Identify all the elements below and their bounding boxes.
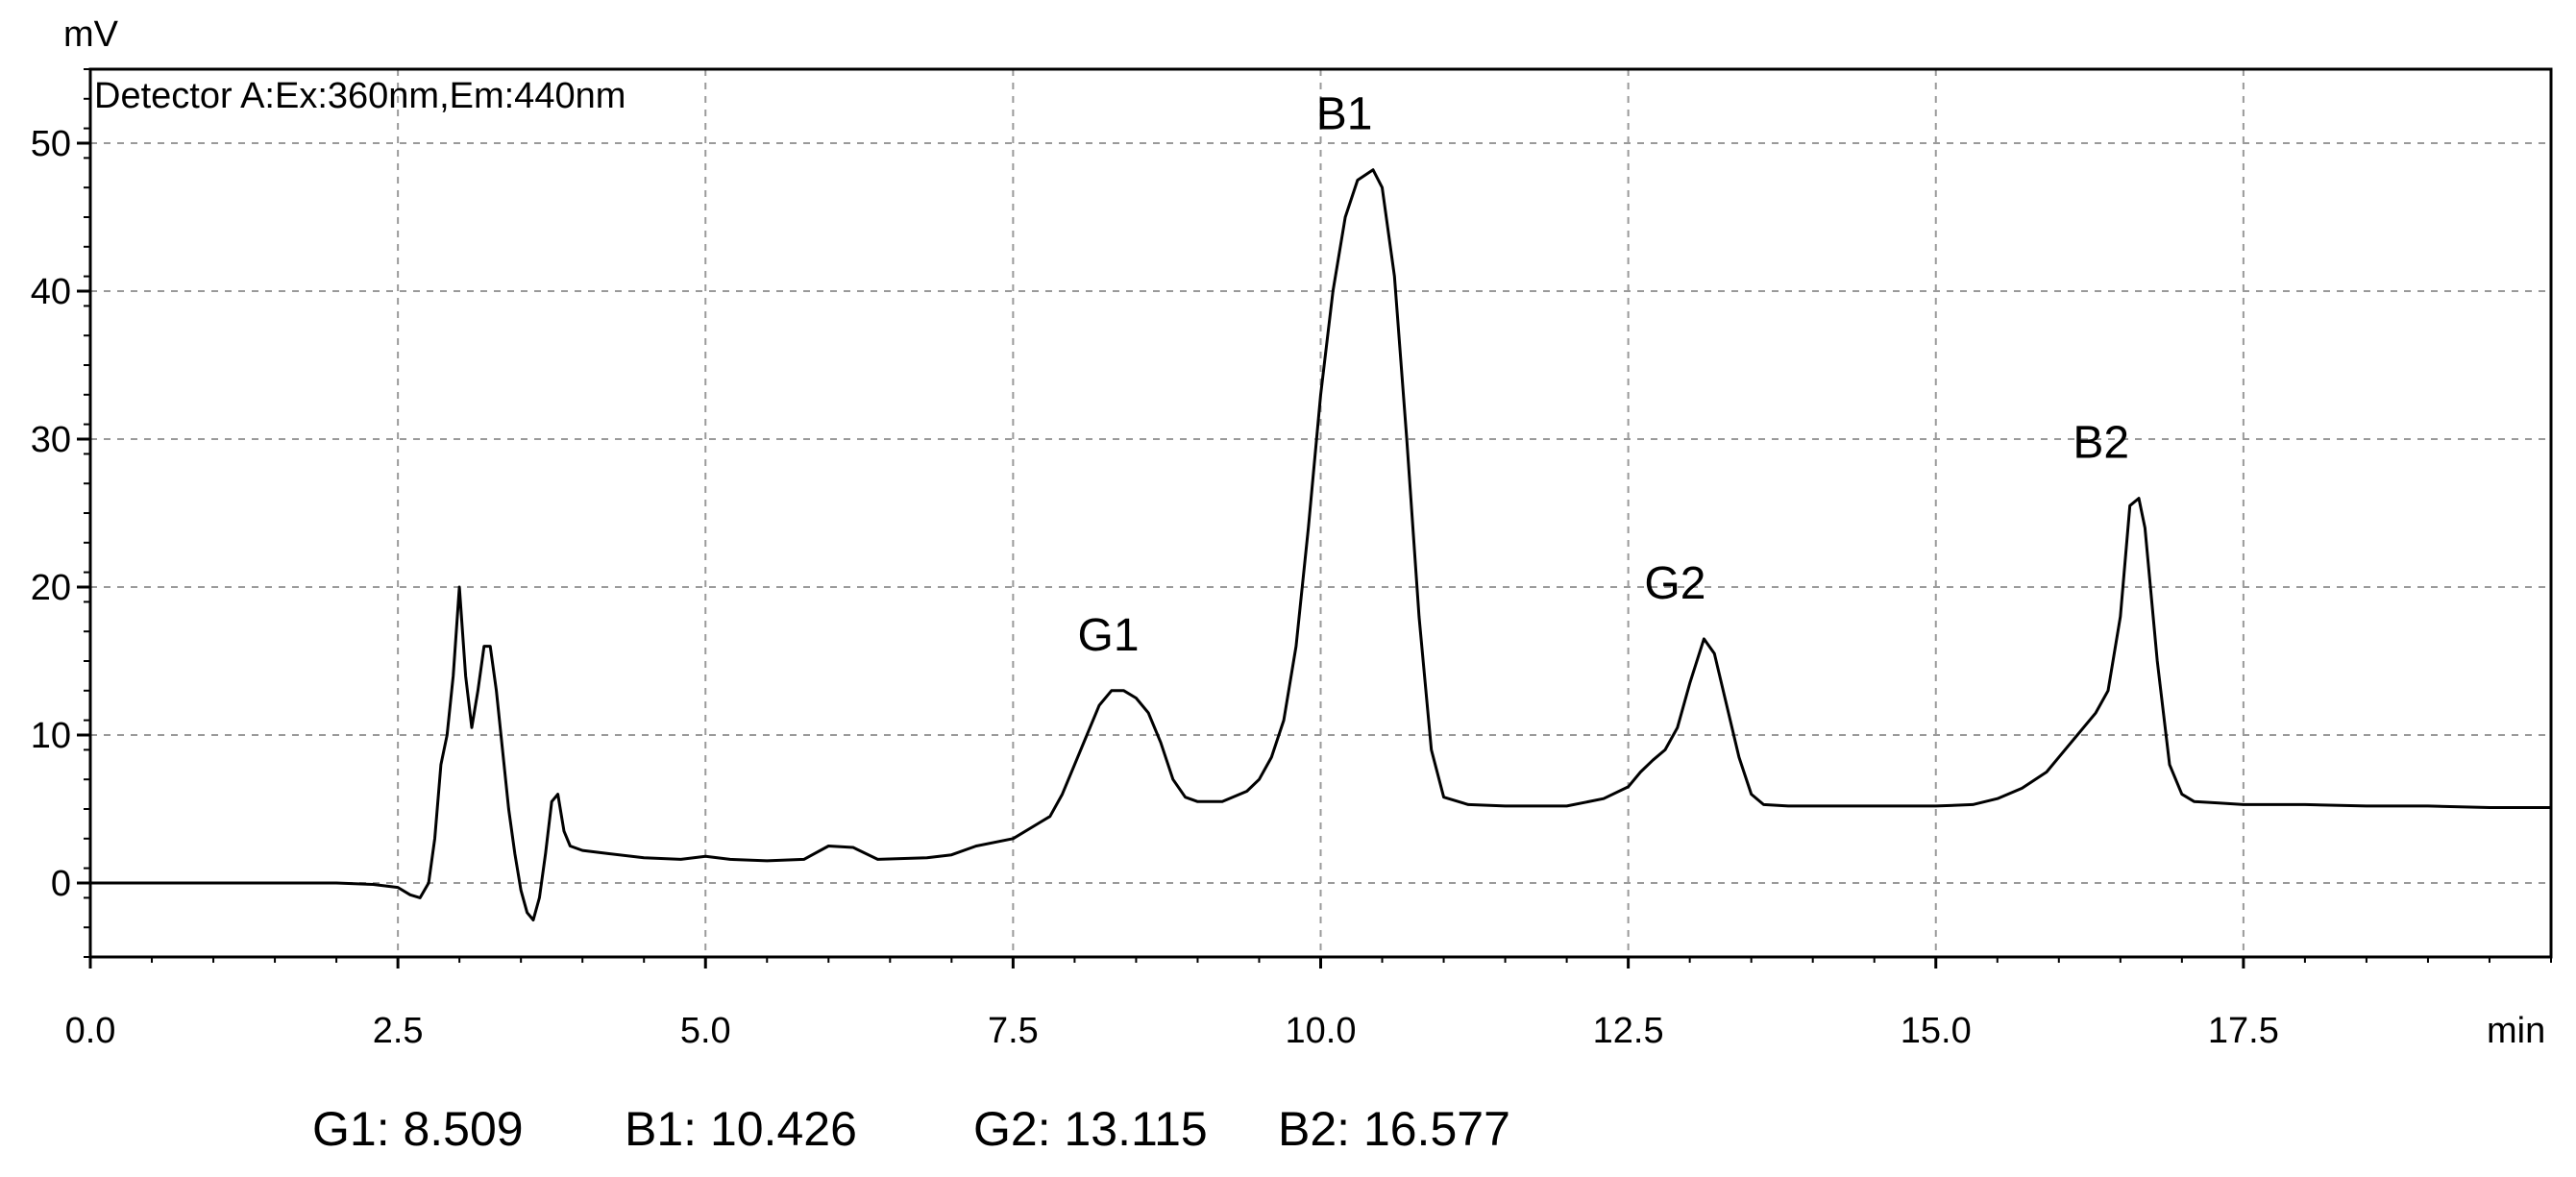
x-tick-label: 5.0 (680, 1011, 731, 1051)
y-tick-label: 20 (31, 568, 71, 608)
peak-label-g1: G1 (1078, 610, 1140, 661)
x-tick-label: 0.0 (65, 1011, 116, 1051)
y-tick-label: 40 (31, 272, 71, 312)
rt-g2: G2: 13.115 (973, 1102, 1208, 1156)
grid-lines (90, 69, 2551, 957)
peak-label-b2: B2 (2073, 418, 2129, 469)
y-tick-label: 0 (51, 864, 71, 904)
chromatogram-trace (90, 168, 2551, 921)
peak-label-g2: G2 (1644, 558, 1705, 609)
x-tick-label: 2.5 (373, 1011, 424, 1051)
x-tick-label: 17.5 (2208, 1011, 2279, 1051)
rt-b1: B1: 10.426 (625, 1102, 857, 1156)
rt-g1: G1: 8.509 (312, 1102, 524, 1156)
x-tick-label: 10.0 (1286, 1011, 1357, 1051)
x-tick-label: 7.5 (988, 1011, 1039, 1051)
retention-time-row: G1: 8.509 B1: 10.426 G2: 13.115 B2: 16.5… (312, 1102, 1510, 1156)
x-tick-label: 15.0 (1901, 1011, 1972, 1051)
rt-b2: B2: 16.577 (1278, 1102, 1510, 1156)
x-tick-label: 12.5 (1593, 1011, 1664, 1051)
axis-ticks (77, 68, 2552, 969)
y-unit-label: mV (63, 14, 119, 55)
axis-tick-labels: 0.0 2.5 5.0 7.5 10.0 12.5 15.0 17.5 0 10 20 30 40 50 (31, 124, 2279, 1051)
y-tick-label: 10 (31, 716, 71, 756)
peak-label-b1: B1 (1316, 89, 1373, 140)
detector-label: Detector A:Ex:360nm,Em:440nm (94, 76, 626, 116)
x-unit-label: min (2487, 1011, 2545, 1051)
y-tick-label: 30 (31, 420, 71, 460)
y-tick-label: 50 (31, 124, 71, 164)
peak-labels: G1 B1 G2 B2 (1078, 89, 2129, 661)
